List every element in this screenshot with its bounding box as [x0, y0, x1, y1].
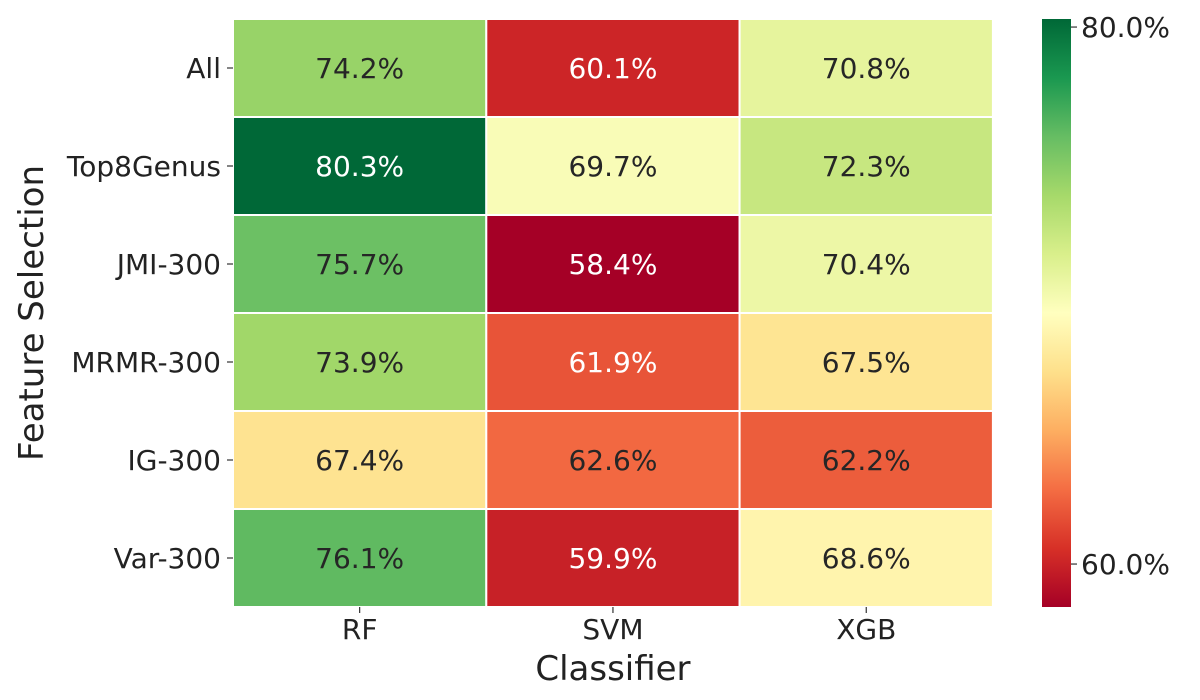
heatmap-cell — [738, 312, 994, 412]
heatmap-cells: 74.2% 60.1% 70.8% 80.3% 69.7% 72.3% 75.7% 58.4%… — [232, 18, 994, 608]
y-tick-label: MRMR-300 — [71, 346, 221, 379]
heatmap-cell — [738, 410, 994, 510]
colorbar-tick-label: 80.0% — [1081, 11, 1170, 44]
cell-value-label: 58.4% — [568, 248, 657, 281]
heatmap-cell — [738, 508, 994, 608]
cell-value-label: 62.6% — [568, 444, 657, 477]
cell-value-label: 60.1% — [568, 52, 657, 85]
heatmap-cell — [738, 116, 994, 216]
cell-value-label: 80.3% — [315, 150, 404, 183]
x-tick-label: XGB — [836, 613, 896, 646]
y-tick-label: IG-300 — [127, 444, 221, 477]
colorbar-tick-label: 60.0% — [1081, 548, 1170, 581]
cell-value-label: 69.7% — [568, 150, 657, 183]
cell-value-label: 70.8% — [822, 52, 911, 85]
cell-value-label: 73.9% — [315, 346, 404, 379]
y-tick-label: Var-300 — [114, 542, 221, 575]
x-tick-label: RF — [342, 613, 378, 646]
heatmap-cell — [485, 508, 741, 608]
cell-value-label: 68.6% — [822, 542, 911, 575]
x-axis-title: Classifier — [535, 649, 690, 689]
cell-value-label: 67.4% — [315, 444, 404, 477]
colorbar-gradient — [1042, 19, 1071, 607]
y-tick-label: Top8Genus — [66, 150, 221, 183]
cell-value-label: 59.9% — [568, 542, 657, 575]
cell-value-label: 76.1% — [315, 542, 404, 575]
cell-value-label: 70.4% — [822, 248, 911, 281]
heatmap-cell — [232, 18, 488, 118]
heatmap-cell — [485, 214, 741, 314]
x-axis-ticks: RF SVM XGB — [342, 607, 896, 646]
cell-value-label: 61.9% — [568, 346, 657, 379]
y-tick-label: All — [186, 52, 221, 85]
cell-value-label: 67.5% — [822, 346, 911, 379]
cell-value-label: 75.7% — [315, 248, 404, 281]
cell-value-label: 72.3% — [822, 150, 911, 183]
heatmap-cell — [485, 410, 741, 510]
cell-value-label: 62.2% — [822, 444, 911, 477]
y-axis-ticks: All Top8Genus JMI-300 MRMR-300 IG-300 Var-300 — [66, 52, 233, 575]
cell-value-label: 74.2% — [315, 52, 404, 85]
x-tick-label: SVM — [582, 613, 643, 646]
colorbar: 80.0% 60.0% — [1042, 11, 1170, 607]
heatmap-cell — [738, 18, 994, 118]
heatmap-cell — [485, 18, 741, 118]
y-tick-label: JMI-300 — [115, 248, 221, 281]
heatmap-cell — [232, 312, 488, 412]
heatmap-cell — [232, 116, 488, 216]
y-axis-title: Feature Selection — [12, 165, 52, 461]
